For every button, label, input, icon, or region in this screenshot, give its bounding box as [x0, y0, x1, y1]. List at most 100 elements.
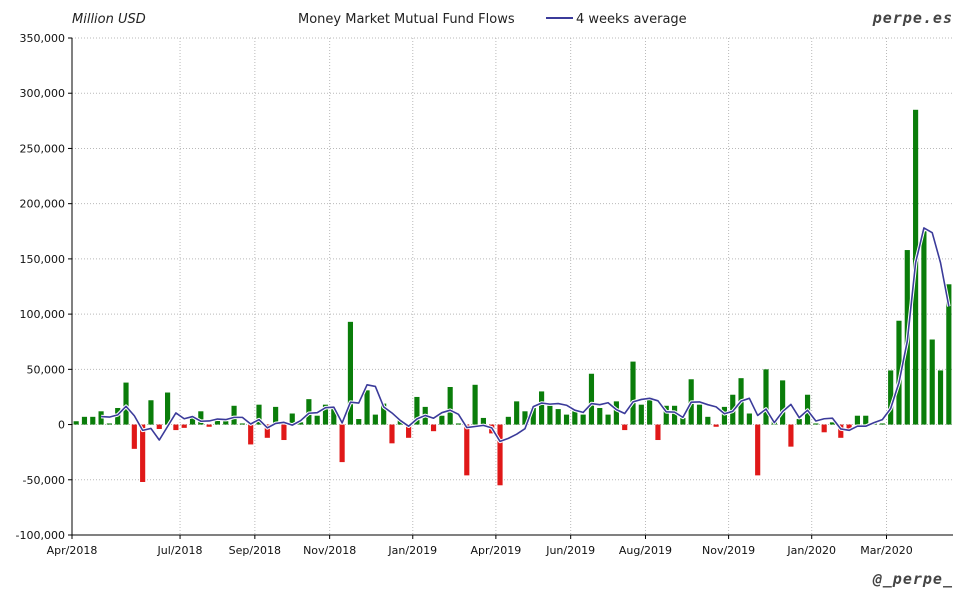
y-axis-tick-labels: -100,000 -50,000 0 50,000 100,000 150,000 200,… — [16, 32, 65, 542]
bar-positive — [921, 231, 927, 425]
bar-negative — [788, 424, 794, 447]
bar-positive — [522, 411, 528, 425]
bar-negative — [497, 424, 503, 486]
bar-positive — [746, 413, 752, 425]
x-tick-label: Apr/2019 — [471, 544, 522, 557]
bar-positive — [854, 415, 860, 425]
bar-positive — [231, 405, 237, 425]
x-tick-label: Mar/2020 — [860, 544, 912, 557]
bar-positive — [696, 404, 703, 425]
bar-positive — [189, 415, 196, 425]
bar-positive — [721, 406, 728, 425]
bar-positive — [539, 391, 545, 425]
bar-positive — [613, 401, 619, 425]
bar-positive — [472, 384, 478, 425]
brand-watermark-top: perpe.es — [872, 9, 953, 27]
bar-negative — [181, 424, 187, 428]
bar-positive — [563, 414, 570, 425]
bar-positive — [364, 390, 370, 425]
x-tick-label: Aug/2019 — [619, 544, 672, 557]
bar-negative — [622, 424, 628, 431]
bar-positive — [223, 421, 229, 425]
brand-watermark-bottom: @_perpe_ — [872, 570, 953, 588]
bar-positive — [414, 396, 420, 425]
chart-bars — [73, 109, 952, 486]
bar-negative — [248, 424, 254, 445]
bar-negative — [430, 424, 437, 432]
x-tick-label: Jan/2019 — [387, 544, 437, 557]
bar-negative — [846, 424, 852, 429]
bar-positive — [322, 404, 329, 425]
average-line — [101, 227, 950, 443]
bar-positive — [888, 370, 894, 425]
bar-positive — [863, 415, 869, 425]
bar-negative — [406, 424, 412, 438]
bar-positive — [514, 401, 520, 425]
y-unit-label: Million USD — [72, 12, 146, 27]
x-tick-label: Sep/2018 — [229, 544, 281, 557]
bar-positive — [580, 414, 586, 425]
bar-positive — [372, 414, 378, 425]
bar-positive — [929, 339, 935, 425]
x-tick-label: Jun/2019 — [545, 544, 595, 557]
y-tick-label: 50,000 — [27, 363, 66, 376]
y-tick-label: 200,000 — [20, 198, 66, 211]
chart-grid — [72, 37, 953, 536]
bar-positive — [256, 404, 262, 425]
bar-negative — [389, 424, 395, 444]
y-tick-label: -50,000 — [23, 474, 65, 487]
bar-positive — [763, 369, 769, 425]
bar-negative — [140, 424, 146, 482]
x-tick-label: Nov/2019 — [702, 544, 755, 557]
bar-positive — [314, 415, 320, 425]
bar-negative — [339, 424, 345, 463]
average-line-halo — [100, 226, 951, 444]
bar-positive — [605, 414, 611, 425]
bar-positive — [347, 321, 354, 425]
bar-positive — [879, 423, 885, 425]
y-tick-label: 150,000 — [20, 253, 66, 266]
bar-positive — [273, 406, 279, 425]
bar-negative — [264, 424, 270, 438]
x-tick-label: Nov/2018 — [303, 544, 356, 557]
bar-positive — [630, 361, 636, 425]
bar-positive — [829, 422, 836, 425]
y-tick-label: 350,000 — [20, 32, 66, 45]
bar-positive — [90, 416, 96, 425]
bar-positive — [214, 419, 221, 425]
bar-positive — [455, 423, 462, 425]
bar-positive — [547, 405, 553, 425]
bar-positive — [356, 419, 362, 425]
y-tick-label: -100,000 — [16, 529, 65, 542]
legend-line-label: 4 weeks average — [576, 12, 687, 27]
bar-positive — [937, 370, 944, 425]
y-tick-label: 100,000 — [20, 308, 66, 321]
x-tick-label: Jul/2018 — [157, 544, 203, 557]
y-tick-label: 250,000 — [20, 142, 66, 155]
bar-positive — [663, 405, 669, 425]
x-tick-label: Jan/2020 — [786, 544, 836, 557]
chart-axes — [68, 37, 953, 539]
bar-positive — [73, 421, 79, 425]
bar-positive — [381, 403, 387, 425]
bar-negative — [821, 424, 827, 433]
bar-positive — [505, 416, 511, 425]
x-tick-label: Apr/2018 — [47, 544, 98, 557]
bar-negative — [838, 424, 844, 438]
bar-positive — [555, 409, 561, 425]
bar-negative — [173, 424, 179, 431]
bar-negative — [655, 424, 661, 441]
bar-positive — [946, 284, 952, 425]
bar-positive — [597, 407, 603, 425]
chart-average-line-group — [100, 226, 951, 444]
bar-positive — [239, 423, 245, 425]
bar-negative — [156, 424, 162, 429]
bar-positive — [638, 404, 644, 425]
bar-positive — [165, 392, 171, 425]
bar-positive — [530, 407, 536, 425]
bar-positive — [148, 400, 154, 425]
bar-positive — [780, 380, 786, 425]
bar-positive — [81, 416, 88, 425]
bar-positive — [896, 320, 902, 425]
